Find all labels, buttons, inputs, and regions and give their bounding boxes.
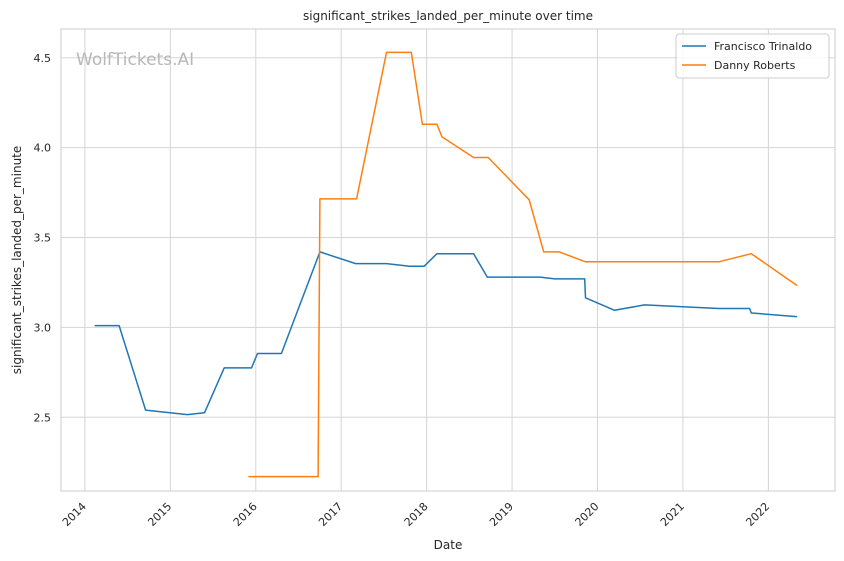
y-tick-label-4: 4.0 [34,142,52,155]
chart-title: significant_strikes_landed_per_minute ov… [303,9,593,23]
legend-items: Francisco Trinaldo Danny Roberts [682,40,812,72]
series-line-1 [94,251,798,416]
x-tick-label-2022: 2022 [743,500,772,529]
legend: Francisco Trinaldo Danny Roberts [675,33,830,79]
x-tick-label-2017: 2017 [316,500,345,529]
x-tick-label-2015: 2015 [145,500,174,529]
watermark: WolfTickets.AI [76,50,194,70]
x-tick-label-2020: 2020 [573,500,602,529]
x-tick-label-2019: 2019 [487,500,516,529]
x-tick-label-2018: 2018 [402,500,431,529]
series-line-2 [248,51,798,478]
y-axis-title: significant_strikes_landed_per_minute [10,146,24,375]
plot-border [60,28,836,492]
series-layer [94,51,798,478]
legend-box [675,33,830,79]
x-tick-label-2021: 2021 [658,500,687,529]
x-tick-label-2016: 2016 [231,500,260,529]
legend-label-2: Danny Roberts [714,59,796,72]
y-tick-label-3.5: 3.5 [34,232,52,245]
legend-label-1: Francisco Trinaldo [714,40,812,53]
y-tick-label-2.5: 2.5 [34,411,52,424]
y-tick-label-4.5: 4.5 [34,52,52,65]
plot-area [61,29,835,491]
y-tick-label-3: 3.0 [34,321,52,334]
x-axis-title: Date [434,538,463,552]
x-tick-label-2014: 2014 [60,500,89,529]
